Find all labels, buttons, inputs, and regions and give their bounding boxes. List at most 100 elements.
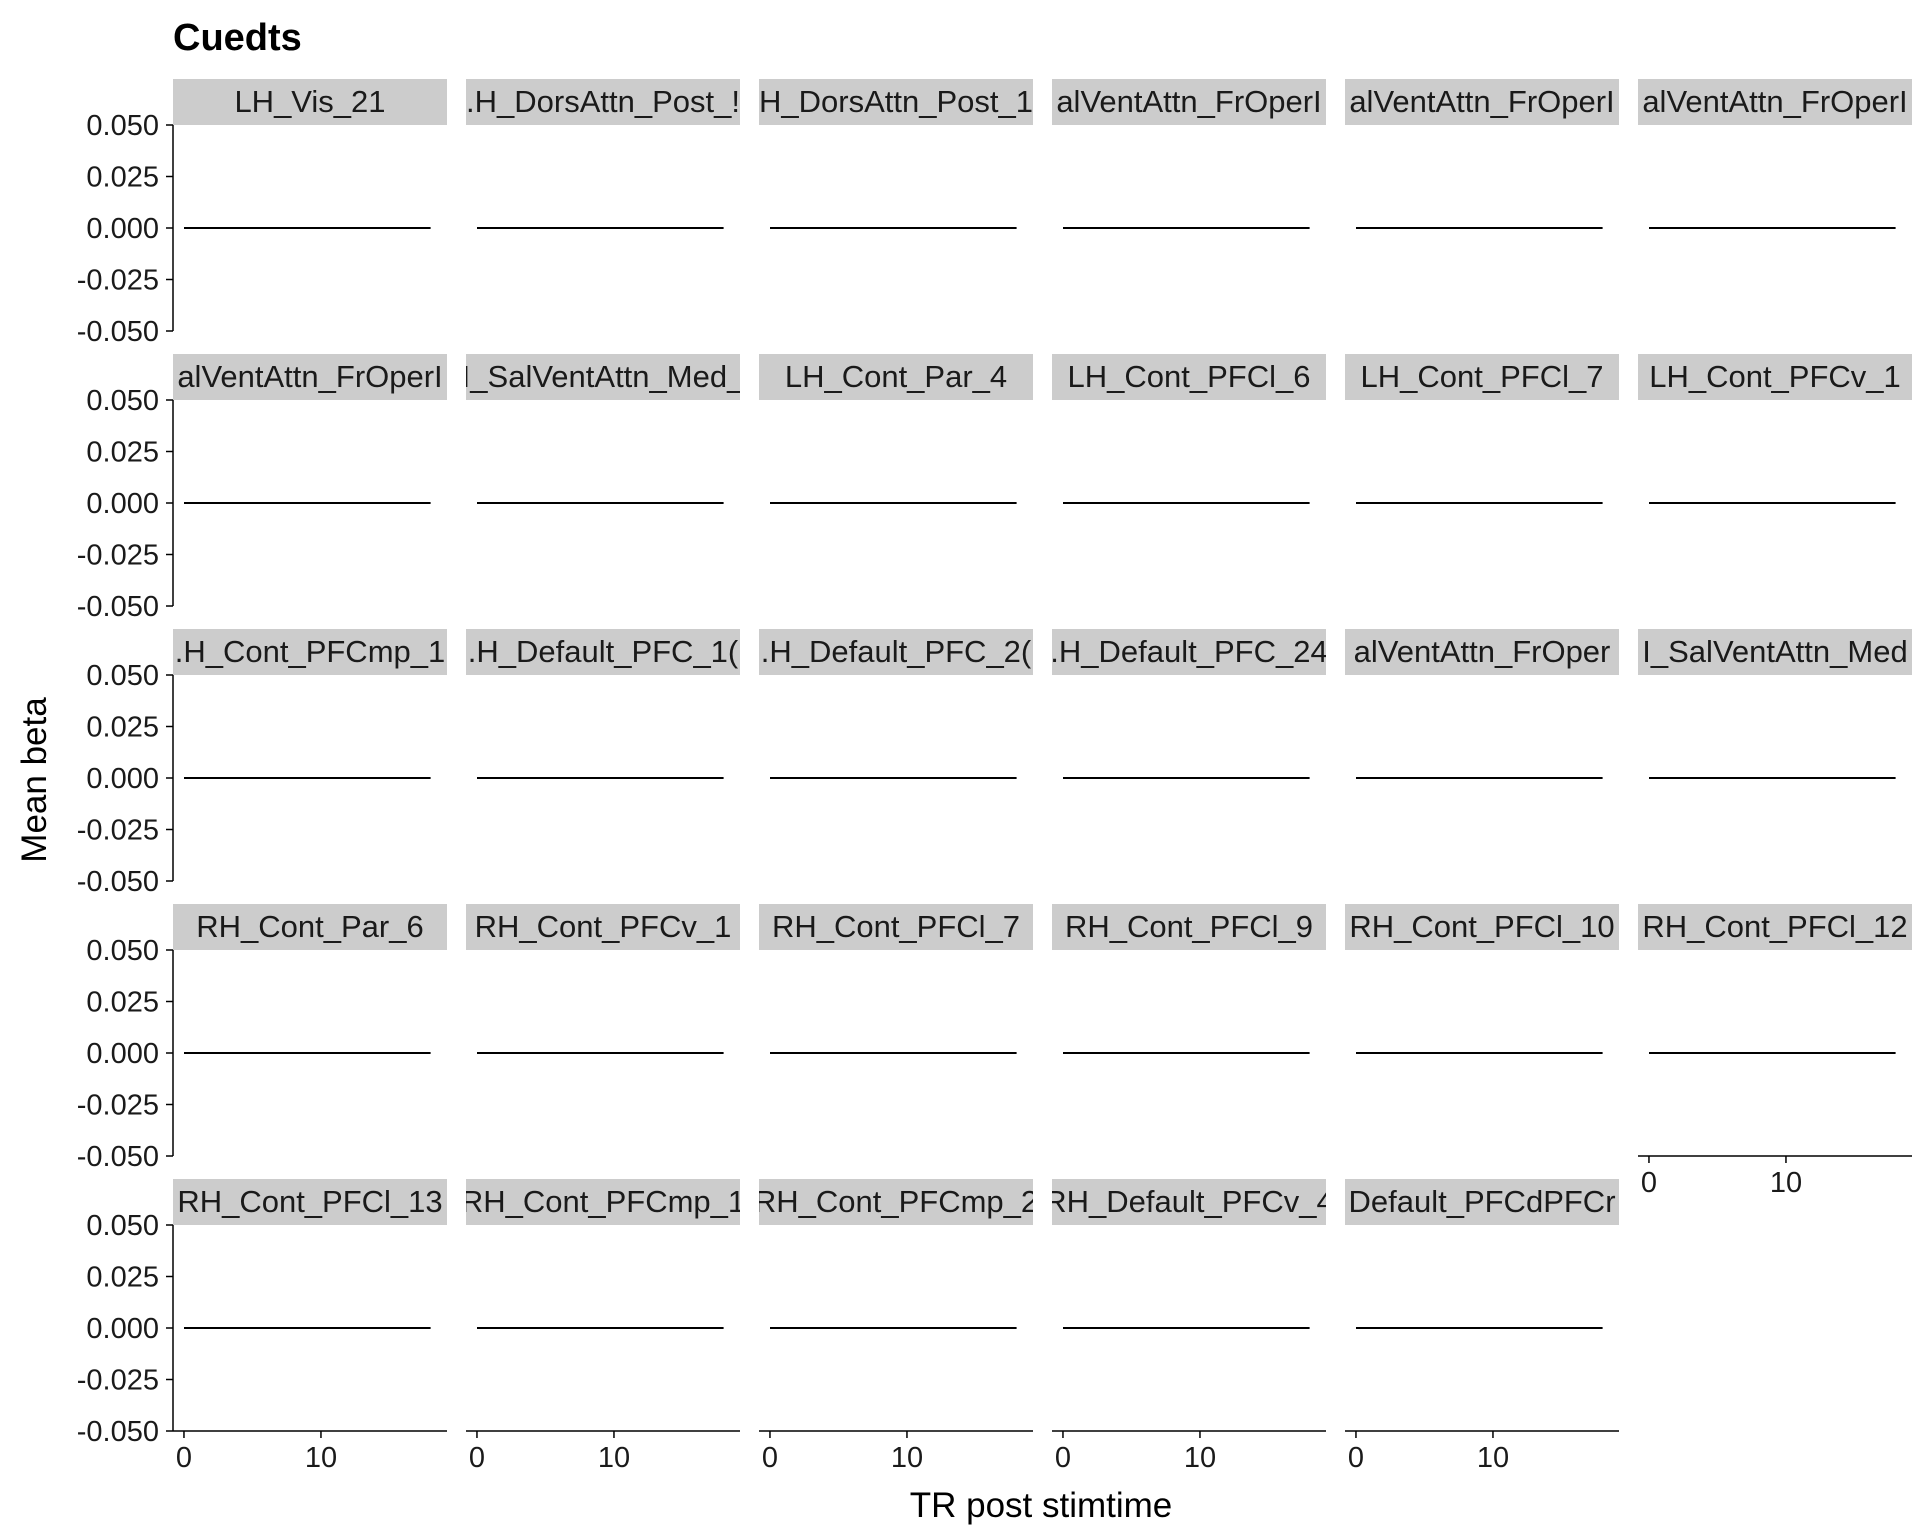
facet-panel: H_DorsAttn_Post_1 [759, 79, 1033, 229]
y-tick-label: 0.000 [86, 1038, 159, 1070]
x-tick-label: 10 [598, 1442, 630, 1474]
facet-strip [173, 1179, 447, 1225]
facet-strip [1345, 1179, 1619, 1225]
y-tick-label: 0.000 [86, 488, 159, 520]
x-tick-label: 10 [891, 1442, 923, 1474]
facet-strip-label: alVentAttn_FrOperI [177, 359, 442, 394]
y-tick-label: 0.025 [86, 162, 159, 194]
facet-strip [1345, 354, 1619, 400]
y-tick-label: 0.050 [86, 110, 159, 142]
y-tick-label: -0.025 [77, 265, 159, 297]
y-tick-label: -0.050 [77, 591, 159, 623]
facet-strip-label: .H_Cont_PFCmp_1 [175, 634, 446, 669]
facet-strip [173, 79, 447, 125]
y-tick-label: 0.050 [86, 935, 159, 967]
chart-title: Cuedts [173, 17, 302, 59]
facet-strip-label: RH_Cont_PFCl_10 [1349, 909, 1614, 944]
facet-panel: RH_Cont_PFCl_13 0.050 0.025 0.000 -0.025 -0.0… [77, 1179, 447, 1474]
x-tick-label: 0 [1641, 1167, 1657, 1199]
facet-strip [759, 354, 1033, 400]
x-tick-label: 0 [762, 1442, 778, 1474]
y-tick-label: 0.050 [86, 660, 159, 692]
facet-strip-label: RH_Cont_Par_6 [196, 909, 423, 944]
facet-strip-label: alVentAttn_FrOperI [1642, 84, 1907, 119]
x-tick-label: 0 [1348, 1442, 1364, 1474]
y-tick-label: -0.025 [77, 1365, 159, 1397]
x-tick-label: 10 [1477, 1442, 1509, 1474]
facet-strip [1345, 904, 1619, 950]
facet-strip [466, 629, 740, 675]
facet-strip-label: .H_DorsAttn_Post_! [466, 84, 740, 119]
x-tick-label: 0 [1055, 1442, 1071, 1474]
facet-panel: I_SalVentAttn_Med_ [462, 354, 745, 504]
facet-strip-label: RH_Cont_PFCl_9 [1065, 909, 1313, 944]
y-tick-label: -0.025 [77, 815, 159, 847]
facet-panel: alVentAttn_FrOperI [1345, 79, 1619, 229]
facet-strip [1638, 904, 1912, 950]
facet-strip-label: I_SalVentAttn_Med [1642, 634, 1907, 669]
facet-strip [1345, 79, 1619, 125]
facet-panel: LH_Vis_21 0.050 0.025 0.000 -0.025 -0.050 [77, 79, 447, 348]
facet-panel: LH_Cont_Par_4 [759, 354, 1033, 504]
facet-strip [466, 1179, 740, 1225]
facet-strip [466, 354, 740, 400]
facet-strip-label: LH_Cont_PFCl_7 [1361, 359, 1604, 394]
x-tick-label: 10 [1770, 1167, 1802, 1199]
y-tick-label: -0.025 [77, 540, 159, 572]
y-tick-label: -0.050 [77, 316, 159, 348]
y-tick-label: 0.025 [86, 437, 159, 469]
y-tick-label: 0.000 [86, 763, 159, 795]
facet-panel: RH_Default_PFCv_4 0 10 [1044, 1179, 1333, 1474]
facet-strip-label: .H_Default_PFC_1( [468, 634, 739, 669]
facet-panel: alVentAttn_FrOperI 0.050 0.025 0.000 -0.025 -… [77, 354, 447, 623]
y-tick-label: 0.000 [86, 1313, 159, 1345]
facet-strip-label: I_SalVentAttn_Med_ [462, 359, 745, 394]
facet-panel: Default_PFCdPFCr 0 10 [1345, 1179, 1619, 1474]
y-tick-label: 0.000 [86, 213, 159, 245]
facet-strip-label: .H_Default_PFC_2( [761, 634, 1032, 669]
facet-panel: LH_Cont_PFCv_1 [1638, 354, 1912, 504]
facet-panel: .H_Default_PFC_1( [466, 629, 740, 779]
facet-strip-label: alVentAttn_FrOper [1354, 634, 1611, 669]
facet-strip [1638, 629, 1912, 675]
facet-strip-label: .H_Default_PFC_24 [1050, 634, 1327, 669]
facet-panel: RH_Cont_PFCl_10 [1345, 904, 1619, 1054]
facet-strip-label: RH_Cont_PFCl_13 [177, 1184, 442, 1219]
facet-strip-label: LH_Cont_Par_4 [785, 359, 1007, 394]
facet-strip-label: alVentAttn_FrOperI [1349, 84, 1614, 119]
x-axis-title: TR post stimtime [910, 1486, 1173, 1525]
facet-strip-label: H_DorsAttn_Post_1 [759, 84, 1033, 119]
facet-panel: LH_Cont_PFCl_6 [1052, 354, 1326, 504]
facet-panel: alVentAttn_FrOperI [1638, 79, 1912, 229]
y-tick-label: 0.025 [86, 1262, 159, 1294]
facet-panel: I_SalVentAttn_Med [1638, 629, 1912, 779]
facet-strip [759, 904, 1033, 950]
facet-strip-label: RH_Default_PFCv_4 [1044, 1184, 1333, 1219]
facet-strip [173, 629, 447, 675]
facet-strip [173, 904, 447, 950]
facet-panel: RH_Cont_Par_6 0.050 0.025 0.000 -0.025 -0.050 [77, 904, 447, 1173]
x-tick-label: 10 [305, 1442, 337, 1474]
facet-strip [1638, 354, 1912, 400]
facet-panel: alVentAttn_FrOperI [1052, 79, 1326, 229]
facet-panel: .H_Cont_PFCmp_1 0.050 0.025 0.000 -0.025 -0.0… [77, 629, 447, 898]
y-tick-label: -0.050 [77, 1416, 159, 1448]
facet-strip-label: Default_PFCdPFCr [1348, 1184, 1615, 1219]
y-tick-label: 0.050 [86, 1210, 159, 1242]
facet-panel: .H_Default_PFC_2( [759, 629, 1033, 779]
facet-strip-label: RH_Cont_PFCmp_1 [461, 1184, 745, 1219]
facet-panel: RH_Cont_PFCl_12 0 10 [1638, 904, 1912, 1199]
facet-strip-label: RH_Cont_PFCmp_2 [754, 1184, 1038, 1219]
facet-panels: LH_Vis_21 0.050 0.025 0.000 -0.025 -0.050 .H_D… [77, 79, 1912, 1474]
y-tick-label: -0.050 [77, 866, 159, 898]
x-tick-label: 0 [176, 1442, 192, 1474]
facet-panel: RH_Cont_PFCmp_1 0 10 [461, 1179, 745, 1474]
facet-strip-label: LH_Cont_PFCl_6 [1068, 359, 1311, 394]
facet-strip [466, 904, 740, 950]
facet-strip [1052, 79, 1326, 125]
x-tick-label: 10 [1184, 1442, 1216, 1474]
y-tick-label: -0.025 [77, 1090, 159, 1122]
facet-panel: RH_Cont_PFCv_1 [466, 904, 740, 1054]
facet-panel: LH_Cont_PFCl_7 [1345, 354, 1619, 504]
